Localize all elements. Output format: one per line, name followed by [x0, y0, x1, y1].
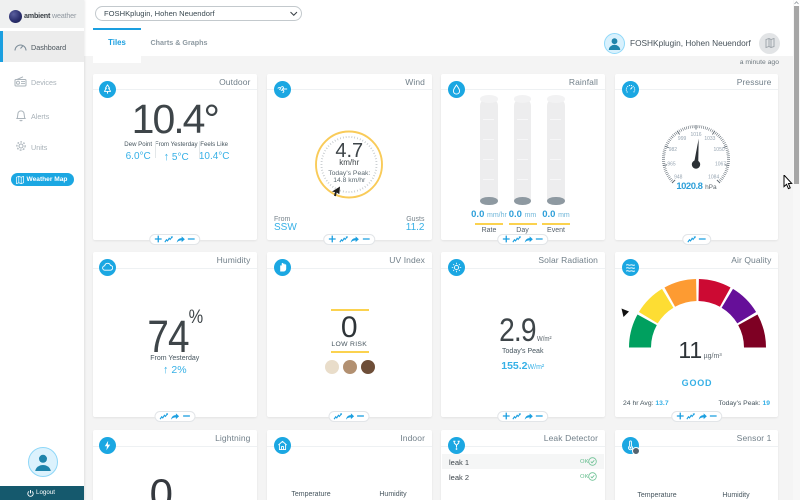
svg-text:965: 965 — [667, 162, 676, 168]
svg-text:1033: 1033 — [704, 136, 715, 142]
svg-text:1084: 1084 — [708, 175, 719, 181]
svg-text:999: 999 — [678, 136, 687, 142]
svg-text:1067: 1067 — [715, 162, 726, 168]
svg-text:1050: 1050 — [714, 147, 725, 153]
svg-text:982: 982 — [669, 147, 678, 153]
svg-text:948: 948 — [674, 175, 683, 181]
svg-text:1016: 1016 — [690, 132, 701, 138]
